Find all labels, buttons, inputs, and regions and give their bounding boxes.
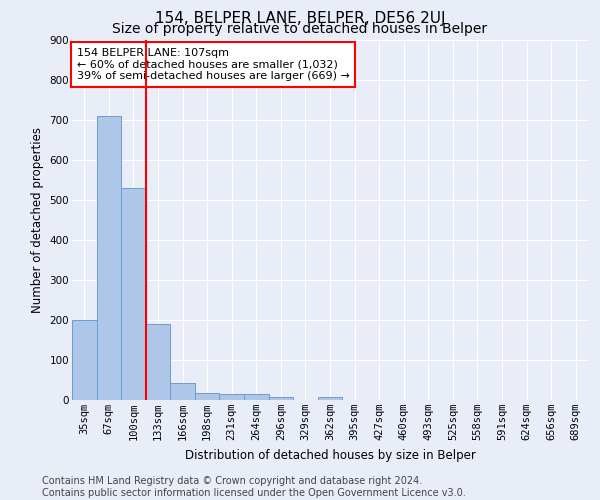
Y-axis label: Number of detached properties: Number of detached properties bbox=[31, 127, 44, 313]
Bar bbox=[318, 397, 342, 400]
Text: 154, BELPER LANE, BELPER, DE56 2UJ: 154, BELPER LANE, BELPER, DE56 2UJ bbox=[155, 11, 445, 26]
Bar bbox=[244, 394, 269, 400]
Text: Contains HM Land Registry data © Crown copyright and database right 2024.
Contai: Contains HM Land Registry data © Crown c… bbox=[42, 476, 466, 498]
Text: Size of property relative to detached houses in Belper: Size of property relative to detached ho… bbox=[112, 22, 488, 36]
Bar bbox=[97, 116, 121, 400]
X-axis label: Distribution of detached houses by size in Belper: Distribution of detached houses by size … bbox=[185, 448, 475, 462]
Bar bbox=[195, 393, 220, 400]
Bar bbox=[72, 320, 97, 400]
Text: 154 BELPER LANE: 107sqm
← 60% of detached houses are smaller (1,032)
39% of semi: 154 BELPER LANE: 107sqm ← 60% of detache… bbox=[77, 48, 350, 81]
Bar bbox=[146, 324, 170, 400]
Bar bbox=[170, 383, 195, 400]
Bar bbox=[269, 397, 293, 400]
Bar bbox=[220, 394, 244, 400]
Bar bbox=[121, 188, 146, 400]
